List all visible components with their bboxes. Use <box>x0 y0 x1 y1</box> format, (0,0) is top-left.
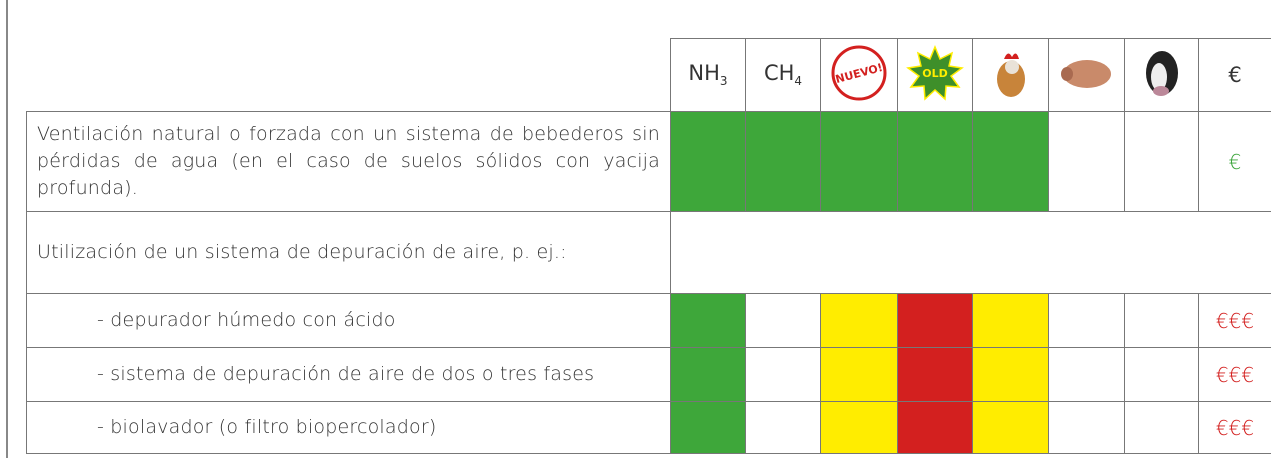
status-cell <box>670 293 746 348</box>
row: Utilización de un sistema de depuración … <box>26 211 1271 294</box>
status-cell <box>1048 347 1125 402</box>
status-cell <box>1124 293 1199 348</box>
status-cell <box>1124 111 1199 212</box>
status-cell <box>897 347 973 402</box>
new-badge: NUEVO! <box>831 45 887 100</box>
row-text: - depurador húmedo con ácido <box>26 293 671 348</box>
header-row: NH3 CH4 NUEVO! OLD € <box>26 38 1271 112</box>
status-cell <box>670 347 746 402</box>
status-cell <box>1124 401 1199 454</box>
table: NH3 CH4 NUEVO! OLD € Ventilación natural… <box>26 38 1271 454</box>
sub: 3 <box>719 74 728 89</box>
row-text: - sistema de depuración de aire de dos o… <box>26 347 671 402</box>
status-cell <box>972 111 1049 212</box>
status-cell <box>745 111 821 212</box>
cost-cell: €€€ <box>1198 347 1271 402</box>
status-cell <box>820 401 898 454</box>
row-text: - biolavador (o filtro biopercolador) <box>26 401 671 454</box>
status-cell <box>670 111 746 212</box>
row: Ventilación natural o forzada con un sis… <box>26 111 1271 212</box>
status-cell <box>1048 111 1125 212</box>
cost-cell: €€€ <box>1198 401 1271 454</box>
chicken-icon <box>996 52 1025 97</box>
old-badge: OLD <box>906 44 964 101</box>
table-body: Ventilación natural o forzada con un sis… <box>26 111 1271 454</box>
status-cell <box>745 293 821 348</box>
pig-header <box>1048 38 1125 112</box>
status-cell <box>972 347 1049 402</box>
empty-cell <box>670 211 1271 294</box>
row: - depurador húmedo con ácido €€€ <box>26 293 1271 348</box>
status-cell <box>820 293 898 348</box>
old-text: OLD <box>922 67 948 80</box>
status-cell <box>745 401 821 454</box>
cow-icon <box>1145 50 1178 96</box>
side-bar <box>6 0 8 458</box>
status-cell <box>1048 293 1125 348</box>
ch4-header: CH4 <box>745 38 821 112</box>
chicken-header <box>972 38 1049 112</box>
status-cell <box>670 401 746 454</box>
new-header: NUEVO! <box>820 38 898 112</box>
cost-cell: € <box>1198 111 1271 212</box>
cow-header <box>1124 38 1199 112</box>
status-cell <box>1048 401 1125 454</box>
status-cell <box>897 293 973 348</box>
cost-label: € <box>1228 63 1242 87</box>
status-cell <box>897 111 973 212</box>
old-header: OLD <box>897 38 973 112</box>
status-cell <box>972 293 1049 348</box>
status-cell <box>897 401 973 454</box>
status-cell <box>1124 347 1199 402</box>
ch4: CH <box>763 61 795 86</box>
cost-header: € <box>1198 38 1271 112</box>
row-text: Utilización de un sistema de depuración … <box>26 211 671 294</box>
blank <box>26 38 671 112</box>
nh3: NH <box>688 61 720 86</box>
status-cell <box>820 347 898 402</box>
status-cell <box>820 111 898 212</box>
nh3-header: NH3 <box>670 38 746 112</box>
status-cell <box>972 401 1049 454</box>
sub: 4 <box>794 74 803 89</box>
row-text: Ventilación natural o forzada con un sis… <box>26 111 671 212</box>
status-cell <box>745 347 821 402</box>
row: - biolavador (o filtro biopercolador) €€€ <box>26 401 1271 454</box>
pig-icon <box>1060 59 1111 88</box>
cost-cell: €€€ <box>1198 293 1271 348</box>
row: - sistema de depuración de aire de dos o… <box>26 347 1271 402</box>
